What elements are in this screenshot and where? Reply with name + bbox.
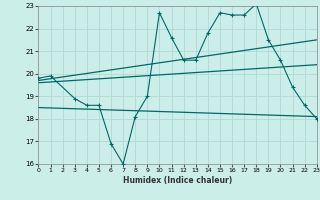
- X-axis label: Humidex (Indice chaleur): Humidex (Indice chaleur): [123, 176, 232, 185]
